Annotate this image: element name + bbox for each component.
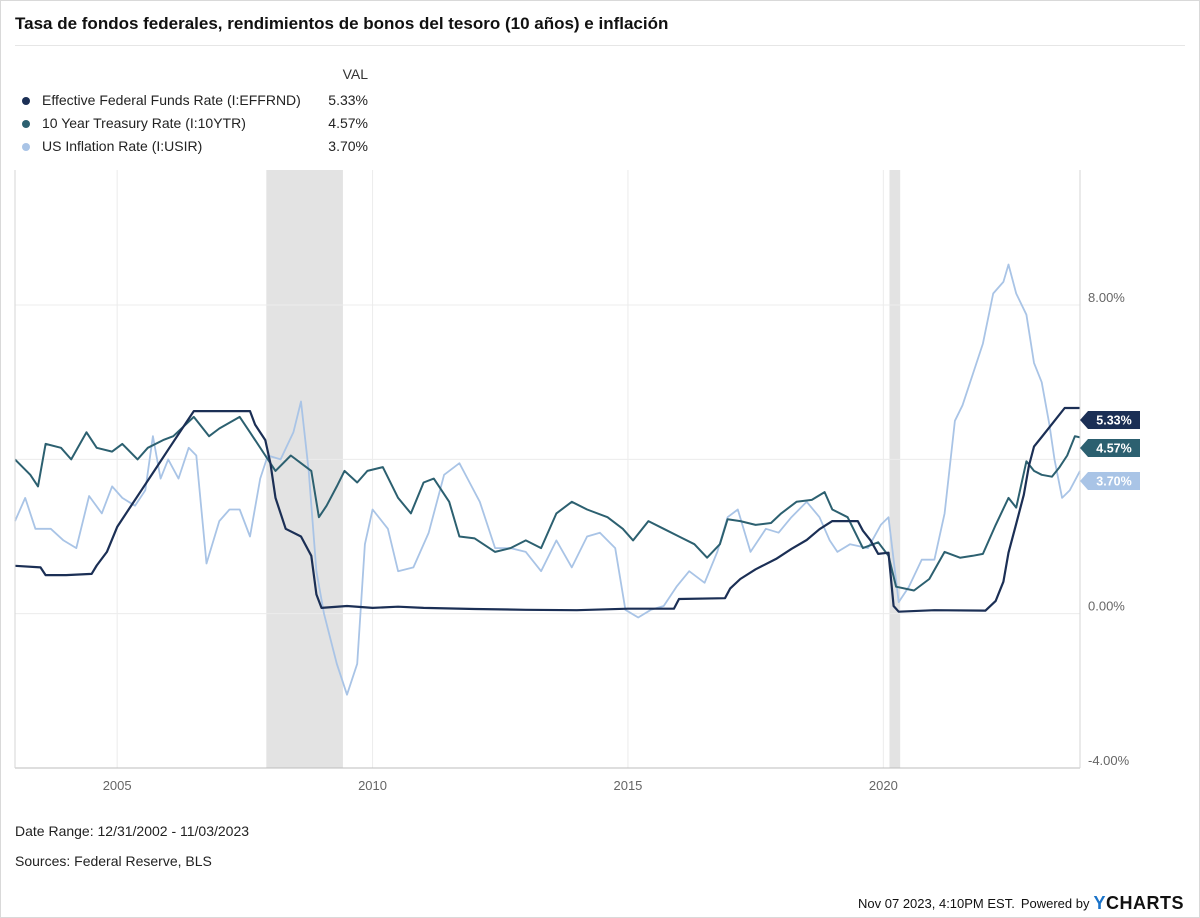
last-value-tag-label: 4.57%	[1096, 442, 1131, 456]
footer-stamp: Nov 07 2023, 4:10PM EST. Powered by YCHA…	[858, 893, 1184, 914]
legend-header-val: VAL	[342, 66, 368, 82]
legend-item-label: Effective Federal Funds Rate (I:EFFRND)	[42, 92, 301, 108]
series-line-0	[14, 406, 1080, 613]
legend-item-value: 3.70%	[328, 138, 368, 154]
sources: Sources: Federal Reserve, BLS	[15, 853, 212, 869]
recession-band	[266, 170, 343, 768]
legend-item-value: 4.57%	[328, 115, 368, 131]
last-value-tag-shape	[1080, 472, 1140, 490]
recession-shading	[266, 170, 901, 768]
series-line-2	[14, 263, 1081, 696]
title-divider	[15, 45, 1185, 46]
last-value-tag-label: 3.70%	[1096, 475, 1131, 489]
last-value-tags: 5.33% 4.57% 3.70%	[1080, 411, 1140, 490]
y-tick-label: 8.00%	[1088, 290, 1125, 305]
ycharts-logo[interactable]: YCHARTS	[1093, 893, 1184, 913]
series-line-1	[14, 415, 1081, 592]
last-value-tag: 4.57%	[1080, 439, 1140, 457]
date-range: Date Range: 12/31/2002 - 11/03/2023	[15, 823, 250, 839]
last-value-tag-label: 5.33%	[1096, 414, 1131, 428]
powered-by: Powered by	[1020, 896, 1090, 911]
last-value-tag-shape	[1080, 439, 1140, 457]
timestamp: Nov 07 2023, 4:10PM EST.	[858, 896, 1015, 911]
legend-dot-icon	[22, 120, 30, 128]
recession-band	[889, 170, 901, 768]
x-tick-label: 2020	[869, 778, 898, 793]
y-tick-label: 0.00%	[1088, 599, 1125, 614]
last-value-tag: 5.33%	[1080, 411, 1140, 429]
legend-dot-icon	[22, 97, 30, 105]
gridlines	[15, 170, 1080, 769]
x-tick-label: 2010	[358, 778, 387, 793]
legend-item-label: 10 Year Treasury Rate (I:10YTR)	[42, 115, 246, 131]
y-tick-label: -4.00%	[1088, 753, 1130, 768]
legend-item-label: US Inflation Rate (I:USIR)	[42, 138, 203, 154]
legend-dot-icon	[22, 143, 30, 151]
x-tick-label: 2015	[613, 778, 642, 793]
last-value-tag: 3.70%	[1080, 472, 1140, 490]
last-value-tag-shape	[1080, 411, 1140, 429]
legend-item-value: 5.33%	[328, 92, 368, 108]
x-tick-label: 2005	[103, 778, 132, 793]
chart-title: Tasa de fondos federales, rendimientos d…	[15, 14, 669, 33]
series-lines[interactable]	[14, 263, 1081, 696]
